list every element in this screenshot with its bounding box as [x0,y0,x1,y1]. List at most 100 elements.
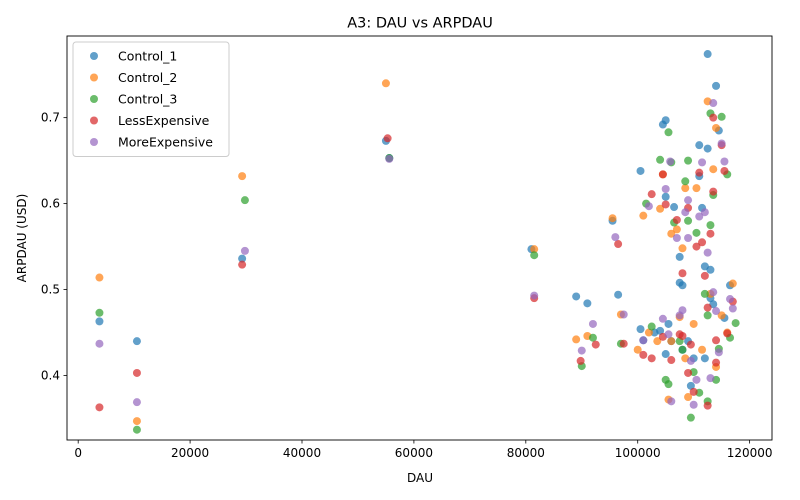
data-point [706,221,715,230]
data-point [720,157,729,166]
data-point [664,380,673,389]
data-point [698,158,707,167]
data-point [530,245,539,254]
data-point [684,196,693,205]
data-point [132,398,141,407]
series-control-2 [95,79,737,426]
data-point [686,381,695,390]
data-point [132,417,141,426]
data-point [639,336,648,345]
legend-entry: MoreExpensive [90,135,213,150]
legend-label: Control_1 [118,49,177,64]
data-point [240,246,249,255]
data-point [712,307,721,316]
legend-entry: Control_1 [90,49,177,64]
data-point [656,155,665,164]
data-point [678,281,687,290]
data-point [706,229,715,238]
data-point [661,350,670,359]
data-point [132,368,141,377]
data-point [653,337,662,346]
data-point [636,325,645,334]
data-point [726,295,735,304]
data-point [644,328,653,337]
x-tick-label: 20000 [171,446,209,460]
axes-layer [66,35,773,441]
legend-entry: LessExpensive [90,113,210,128]
legend-label: MoreExpensive [118,135,213,150]
plot-frame [66,35,773,441]
data-point [698,345,707,354]
data-point [723,329,732,338]
data-point [672,225,681,234]
y-tick-label: 0.5 [41,283,60,297]
legend-frame [72,41,230,157]
data-point [667,356,676,365]
data-point [684,368,693,377]
legend-label: LessExpensive [118,113,210,128]
x-tick-label: 120000 [727,446,773,460]
data-point [658,170,667,179]
data-point [703,401,712,410]
data-point [636,166,645,175]
data-point [709,165,718,174]
data-point [670,203,679,212]
data-point [681,184,690,193]
data-point [717,139,726,148]
data-point [728,279,737,288]
y-tick-label: 0.4 [41,369,60,383]
data-point [238,260,247,269]
data-point [583,299,592,308]
data-point [611,233,620,242]
data-point [647,354,656,363]
data-point [684,393,693,402]
y-axis-ticks: 0.4 0.5 0.6 0.7 [41,111,67,383]
data-point [706,265,715,274]
data-point [692,242,701,251]
data-point [678,244,687,253]
data-point [703,311,712,320]
data-point [731,319,740,328]
data-point [608,214,617,223]
data-point [700,289,709,298]
data-point [95,308,104,317]
data-point [572,292,581,301]
data-point [692,184,701,193]
data-point [678,269,687,278]
data-point [661,192,670,201]
y-tick-label: 0.7 [41,111,60,125]
data-point [700,354,709,363]
data-point [717,112,726,121]
data-point [95,317,104,326]
data-point [572,335,581,344]
data-point [720,166,729,175]
data-point [664,128,673,137]
data-point [588,333,597,342]
data-point [703,248,712,257]
data-point [709,113,718,122]
data-point [700,271,709,280]
data-point [639,350,648,359]
data-point [686,340,695,349]
legend-entry: Control_2 [90,70,177,85]
data-point [667,229,676,238]
data-point [686,356,695,365]
data-point [95,339,104,348]
data-point [695,212,704,221]
x-axis-label: DAU [407,471,433,485]
data-point [712,81,721,90]
data-point [678,331,687,340]
data-point [530,291,539,300]
data-point [706,374,715,383]
y-tick-label: 0.6 [41,197,60,211]
legend: Control_1 Control_2 Control_3 LessExpensive… [72,41,230,157]
x-axis-ticks: 0 20000 40000 60000 80000 100000 120000 [74,440,773,460]
data-point [689,400,698,409]
data-point [647,322,656,331]
data-point [132,337,141,346]
data-point [675,252,684,261]
legend-marker [90,116,98,125]
data-point [95,273,104,282]
legend-marker [90,73,98,82]
